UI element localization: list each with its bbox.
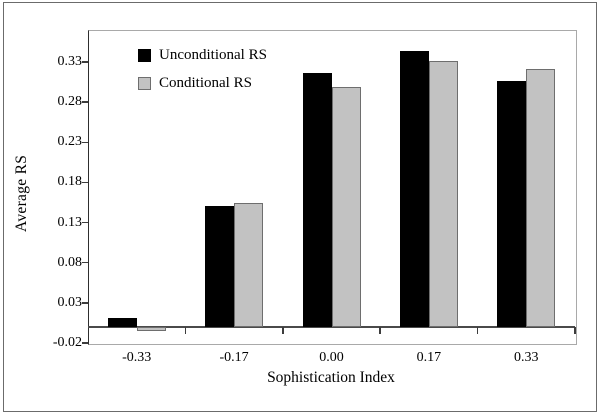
y-axis-tick [82, 221, 88, 224]
y-axis-tick [82, 141, 88, 144]
x-axis-title: Sophistication Index [267, 369, 395, 386]
x-axis-tick-label: 0.00 [319, 350, 344, 365]
x-axis-line [88, 326, 575, 328]
legend-item-unconditional: Unconditional RS [138, 47, 267, 64]
plot-area [88, 30, 577, 345]
bar-unconditional-0.17 [399, 50, 429, 327]
y-axis-tick-label: -0.02 [52, 335, 82, 350]
x-axis-tick-label: 0.17 [416, 350, 442, 365]
y-axis-tick-label: 0.13 [57, 214, 83, 230]
bar-unconditional--0.33 [107, 318, 137, 327]
bar-conditional-0.17 [428, 61, 458, 327]
y-axis-tick [82, 181, 88, 184]
y-axis-tick-label: 0.23 [57, 134, 83, 150]
bar-unconditional--0.17 [205, 205, 235, 327]
bar-unconditional-0.33 [497, 81, 527, 327]
y-axis-tick [82, 101, 88, 103]
y-axis-tick-label: 0.18 [57, 174, 83, 190]
bar-conditional--0.17 [234, 203, 264, 327]
legend-label: Conditional RS [159, 75, 252, 91]
legend-item-conditional: Conditional RS [138, 75, 252, 92]
bar-conditional-0.33 [526, 68, 556, 327]
y-axis-tick [82, 261, 88, 264]
x-axis-tick [282, 326, 284, 334]
x-axis-tick [476, 326, 479, 334]
legend-label: Unconditional RS [159, 47, 267, 63]
x-axis-tick [379, 326, 381, 334]
bar-conditional-0.00 [331, 86, 361, 327]
y-axis-tick-label: 0.03 [57, 294, 83, 310]
y-axis-tick [82, 342, 88, 344]
x-axis-tick-label: 0.33 [514, 350, 539, 365]
y-axis-title: Average RS [13, 154, 30, 232]
x-axis-tick [184, 326, 187, 334]
bar-conditional--0.33 [136, 326, 166, 331]
y-axis-tick [82, 302, 88, 304]
y-axis-tick-label: 0.33 [57, 54, 83, 70]
x-axis-tick-label: -0.33 [122, 350, 152, 365]
y-axis-tick [82, 61, 88, 63]
x-axis-tick [574, 326, 576, 334]
x-axis-tick-label: -0.17 [219, 350, 249, 365]
bar-unconditional-0.00 [302, 73, 332, 327]
y-axis-tick-label: 0.28 [57, 94, 83, 110]
y-axis-tick-label: 0.08 [57, 254, 83, 270]
unconditional-swatch-icon [138, 49, 151, 62]
conditional-swatch-icon [138, 77, 151, 90]
